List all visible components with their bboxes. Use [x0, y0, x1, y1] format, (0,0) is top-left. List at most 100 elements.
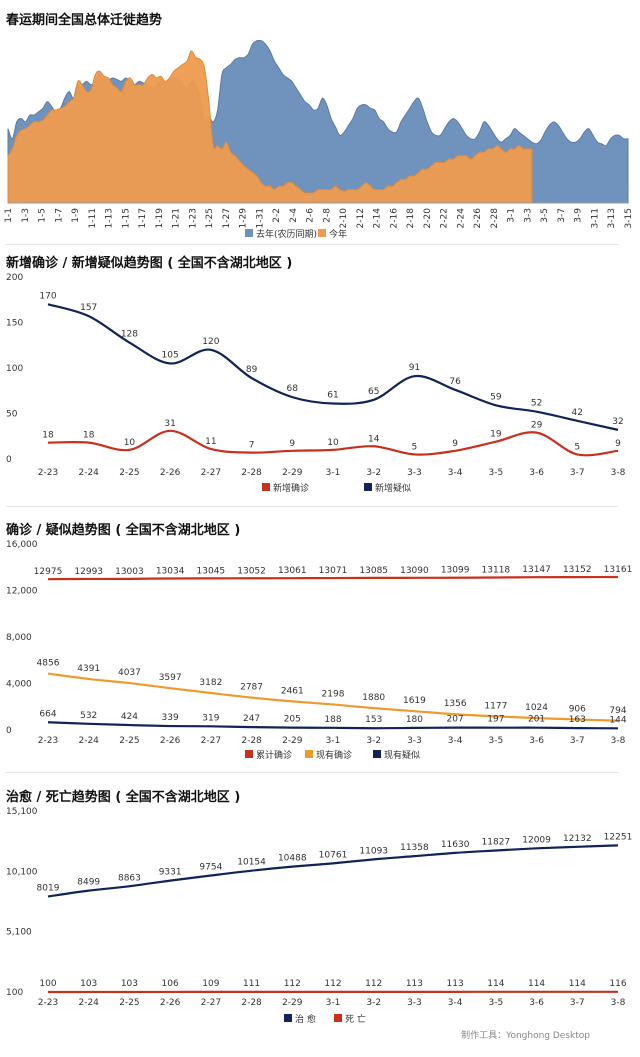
- x-tick-label: 3-5: [489, 998, 504, 1008]
- x-tick-label: 2-28: [241, 468, 262, 478]
- legend-label-0: 累计确诊: [256, 749, 292, 761]
- recovered-title: 治愈 / 死亡趋势图 ( 全国不含湖北地区 ): [6, 790, 241, 805]
- x-tick-label: 3-3: [407, 998, 422, 1008]
- data-label: 339: [162, 713, 179, 723]
- data-label: 32: [612, 417, 623, 427]
- series-line-1: [47, 672, 619, 722]
- y-tick-label: 15,100: [6, 807, 38, 817]
- data-label: 13034: [156, 566, 185, 576]
- x-tick-label: 3-7: [557, 208, 567, 223]
- x-tick-label: 3-4: [448, 736, 463, 746]
- legend-swatch-1: [305, 750, 313, 758]
- legend-swatch-0: [262, 483, 270, 491]
- x-tick-label: 2-28: [241, 736, 262, 746]
- data-label: 11630: [441, 840, 470, 850]
- x-tick-label: 1-25: [205, 208, 215, 228]
- y-tick-label: 200: [6, 273, 23, 283]
- x-tick-label: 3-1: [507, 208, 517, 223]
- data-label: 424: [121, 712, 138, 722]
- legend-label-1: 新增疑似: [375, 482, 411, 494]
- data-label: 14: [368, 434, 380, 444]
- data-label: 42: [572, 408, 583, 418]
- x-tick-label: 3-3: [523, 208, 533, 223]
- data-label: 91: [409, 363, 420, 373]
- x-tick-label: 1-29: [239, 208, 249, 229]
- x-tick-label: 1-7: [54, 208, 64, 223]
- x-tick-label: 3-7: [570, 736, 585, 746]
- data-label: 8863: [118, 873, 141, 883]
- y-tick-label: 10,100: [6, 867, 38, 877]
- data-label: 114: [487, 979, 504, 989]
- data-label: 10761: [319, 850, 348, 860]
- data-label: 9: [289, 439, 295, 449]
- x-tick-label: 3-1: [326, 998, 341, 1008]
- x-tick-label: 2-23: [38, 998, 58, 1008]
- x-tick-label: 3-6: [529, 998, 544, 1008]
- x-tick-label: 3-2: [366, 736, 381, 746]
- x-tick-label: 2-27: [201, 998, 221, 1008]
- data-label: 170: [39, 291, 56, 301]
- data-label: 10: [124, 438, 136, 448]
- x-tick-label: 1-23: [188, 208, 198, 228]
- data-label: 197: [487, 715, 504, 725]
- data-label: 59: [490, 392, 502, 402]
- data-label: 12132: [563, 834, 592, 844]
- data-label: 1880: [362, 693, 385, 703]
- x-tick-label: 2-29: [282, 736, 303, 746]
- data-label: 2787: [240, 683, 263, 693]
- x-tick-label: 2-26: [160, 998, 181, 1008]
- legend-swatch-0: [245, 750, 253, 758]
- data-label: 5: [412, 442, 418, 452]
- data-label: 12975: [34, 567, 63, 577]
- series-line-1: [47, 303, 619, 431]
- x-tick-label: 2-26: [160, 468, 181, 478]
- y-tick-label: 100: [6, 364, 23, 374]
- data-label: 1356: [444, 699, 467, 709]
- data-label: 112: [324, 979, 341, 989]
- x-tick-label: 2-4: [289, 208, 299, 223]
- data-label: 11: [205, 437, 216, 447]
- x-tick-label: 3-3: [407, 468, 422, 478]
- data-label: 109: [202, 979, 219, 989]
- data-label: 61: [327, 390, 338, 400]
- data-label: 13161: [604, 565, 633, 575]
- data-label: 11827: [482, 837, 511, 847]
- x-tick-label: 2-2: [272, 208, 282, 223]
- x-tick-label: 3-7: [570, 998, 585, 1008]
- x-tick-label: 1-19: [155, 208, 165, 229]
- x-tick-label: 3-4: [448, 468, 463, 478]
- data-label: 180: [406, 715, 423, 725]
- data-label: 116: [609, 979, 626, 989]
- x-tick-label: 2-29: [282, 998, 303, 1008]
- x-tick-label: 2-22: [440, 208, 450, 228]
- data-label: 13152: [563, 565, 592, 575]
- data-label: 10154: [237, 858, 266, 868]
- x-tick-label: 1-11: [88, 208, 98, 228]
- data-label: 114: [528, 979, 545, 989]
- legend-label-2: 现有疑似: [384, 749, 420, 761]
- x-tick-label: 2-25: [119, 998, 139, 1008]
- data-label: 2461: [281, 686, 304, 696]
- footer-credit: 制作工具：Yonghong Desktop: [461, 1031, 590, 1041]
- x-tick-label: 2-25: [119, 468, 139, 478]
- x-tick-label: 2-28: [490, 208, 500, 229]
- x-tick-label: 3-5: [540, 208, 550, 223]
- data-label: 12993: [74, 567, 103, 577]
- legend-label-1: 今年: [329, 228, 347, 240]
- data-label: 4391: [77, 664, 100, 674]
- x-tick-label: 3-6: [529, 736, 544, 746]
- data-label: 89: [246, 365, 258, 375]
- data-label: 113: [447, 979, 464, 989]
- data-label: 13090: [400, 566, 429, 576]
- confirmed-chart: 0 4,000 8,000 12,000 16,000 12975 12993 13003 13…: [6, 540, 633, 761]
- legend-label-0: 去年(农历同期): [256, 228, 317, 240]
- x-tick-label: 2-12: [356, 208, 366, 228]
- data-label: 7: [249, 441, 255, 451]
- x-tick-label: 3-2: [366, 468, 381, 478]
- data-label: 8019: [37, 883, 60, 893]
- x-tick-label: 3-8: [611, 736, 626, 746]
- data-label: 2198: [322, 689, 345, 699]
- data-label: 31: [164, 419, 175, 429]
- legend-swatch-1: [334, 1014, 342, 1022]
